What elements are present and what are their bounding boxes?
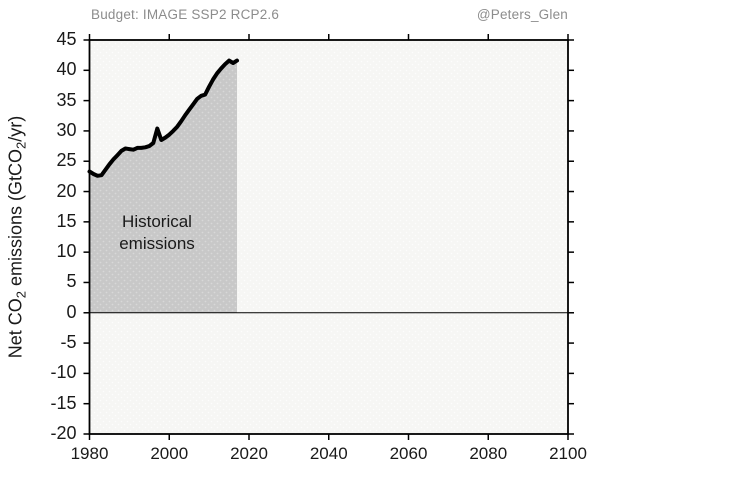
plot-border bbox=[88, 39, 569, 435]
emissions-line bbox=[87, 58, 239, 178]
axis-ticks bbox=[83, 34, 574, 440]
historical-emissions-area bbox=[89, 60, 237, 313]
